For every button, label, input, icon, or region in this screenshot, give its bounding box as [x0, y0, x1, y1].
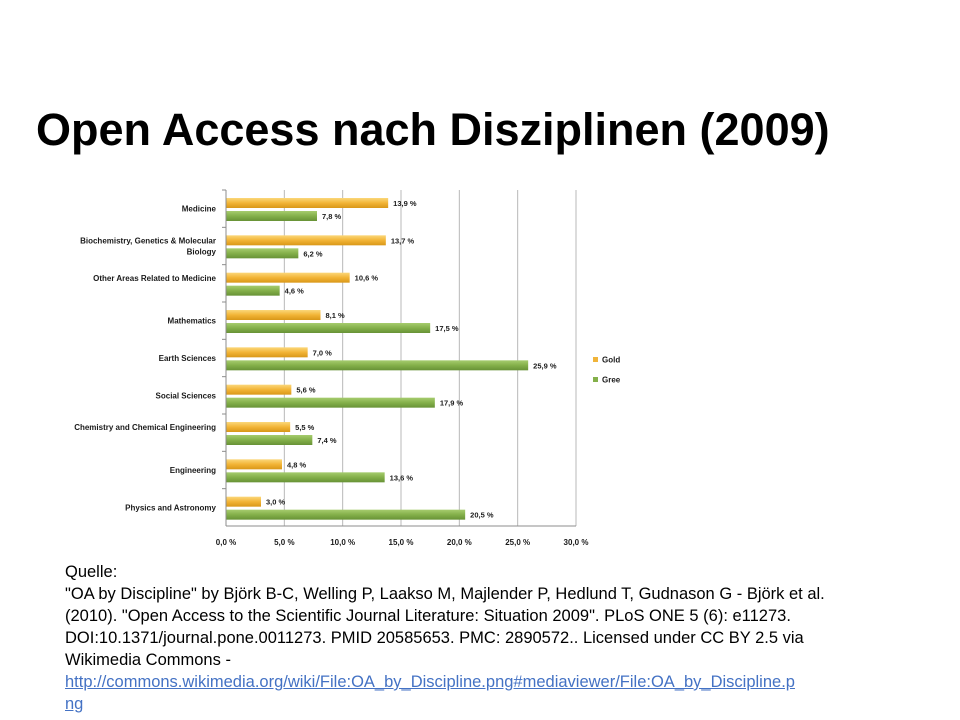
- bar-gold: [226, 198, 389, 208]
- data-label: 4,6 %: [285, 287, 305, 296]
- category-label: Social Sciences: [156, 391, 217, 400]
- bar-green: [226, 435, 313, 445]
- data-label: 4,8 %: [287, 460, 307, 469]
- x-tick-label: 20,0 %: [447, 538, 472, 547]
- data-label: 8,1 %: [326, 311, 346, 320]
- data-label: 3,0 %: [266, 498, 286, 507]
- category-label: Chemistry and Chemical Engineering: [74, 423, 216, 432]
- data-label: 13,7 %: [391, 236, 415, 245]
- bar-green: [226, 360, 529, 371]
- bar-gold: [226, 310, 321, 320]
- x-tick-label: 25,0 %: [505, 538, 530, 547]
- bar-gold: [226, 384, 292, 395]
- data-label: 10,6 %: [355, 274, 379, 283]
- category-label: Engineering: [170, 466, 216, 475]
- source-text: "OA by Discipline" by Björk B-C, Welling…: [65, 585, 825, 669]
- bar-chart: 0,0 % 5,0 % 10,0 % 15,0 % 20,0 % 25,0 % 30,0 %…: [74, 189, 620, 547]
- category-label: Other Areas Related to Medicine: [93, 274, 216, 283]
- bar-green: [226, 509, 466, 520]
- x-tick-label: 0,0 %: [216, 538, 236, 547]
- source-citation: Quelle: "OA by Discipline" by Björk B-C,…: [65, 561, 825, 715]
- data-label: 13,9 %: [393, 199, 417, 208]
- legend-label-gold: Gold: [602, 356, 620, 365]
- data-label: 7,8 %: [322, 212, 342, 221]
- bar-gold: [226, 235, 386, 246]
- data-label: 25,9 %: [533, 361, 557, 370]
- source-label: Quelle:: [65, 563, 118, 581]
- slide-title: Open Access nach Disziplinen (2009): [36, 104, 830, 155]
- bar-green: [226, 472, 385, 483]
- category-label: Mathematics: [168, 317, 217, 326]
- bar-gold: [226, 422, 291, 432]
- legend-swatch-gold: [593, 357, 598, 362]
- source-link[interactable]: http://commons.wikimedia.org/wiki/File:O…: [65, 673, 795, 713]
- bar-green: [226, 323, 431, 333]
- data-label: 17,9 %: [440, 399, 464, 408]
- bar-gold: [226, 459, 282, 470]
- data-label: 7,0 %: [313, 348, 333, 357]
- data-label: 5,5 %: [295, 423, 315, 432]
- bar-gold: [226, 347, 308, 358]
- data-label: 5,6 %: [296, 386, 316, 395]
- x-tick-label: 5,0 %: [274, 538, 294, 547]
- data-label: 17,5 %: [435, 324, 459, 333]
- x-tick-label: 30,0 %: [564, 538, 589, 547]
- bar-green: [226, 285, 280, 296]
- data-label: 20,5 %: [470, 511, 494, 520]
- data-label: 7,4 %: [317, 436, 337, 445]
- legend-label-green: Green: [602, 376, 620, 385]
- category-label: Physics and Astronomy: [125, 503, 216, 512]
- category-label: Earth Sciences: [159, 354, 217, 363]
- bar-green: [226, 397, 435, 408]
- category-label: Biochemistry, Genetics & Molecular: [80, 237, 216, 246]
- data-label: 6,2 %: [303, 249, 323, 258]
- category-label: Biology: [187, 248, 217, 257]
- bar-green: [226, 248, 299, 259]
- bar-gold: [226, 496, 261, 507]
- bar-gold: [226, 272, 350, 283]
- category-label: Medicine: [182, 205, 217, 214]
- legend-swatch-green: [593, 377, 598, 382]
- x-tick-label: 15,0 %: [389, 538, 414, 547]
- x-tick-label: 10,0 %: [330, 538, 355, 547]
- data-label: 13,6 %: [390, 473, 414, 482]
- bar-green: [226, 211, 317, 221]
